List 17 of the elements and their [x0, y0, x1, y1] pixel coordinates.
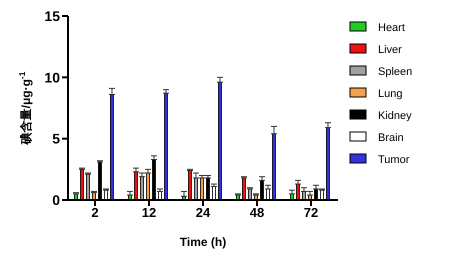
y-tick-label: 5: [52, 130, 60, 147]
legend-label: Lung: [378, 88, 402, 100]
x-tick-label: 2: [91, 205, 99, 220]
y-tick-label: 10: [44, 69, 60, 86]
legend-label: Tumor: [378, 154, 410, 166]
x-axis-title: Time (h): [180, 235, 226, 249]
x-tick-label: 72: [304, 205, 318, 220]
x-tick-label: 24: [196, 205, 211, 220]
legend-label: Liver: [378, 44, 402, 56]
x-tick-label: 12: [142, 205, 156, 220]
x-tick-label: 48: [250, 205, 264, 220]
legend-label: Heart: [378, 22, 405, 34]
legend-label: Kidney: [378, 110, 412, 122]
legend-label: Brain: [378, 132, 404, 144]
y-tick-label: 0: [52, 192, 60, 208]
legend-label: Spleen: [378, 66, 412, 78]
y-tick-label: 15: [44, 8, 60, 24]
